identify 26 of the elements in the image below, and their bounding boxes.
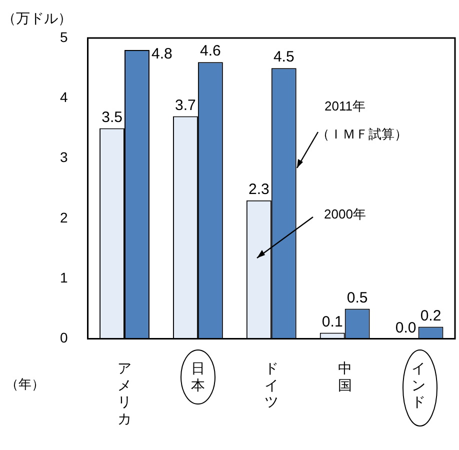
y-tick-label: 5 (60, 28, 68, 45)
text: （年） (6, 376, 44, 392)
annotation: （ＩＭＦ試算） (316, 126, 408, 142)
x-tick-label: インド (411, 360, 426, 410)
data-label: 0.2 (420, 307, 442, 324)
y-tick-label: 4 (60, 89, 68, 106)
x-tick-label: 日本 (190, 360, 205, 393)
x-tick-label: ドイツ (264, 360, 278, 410)
data-label: 4.5 (273, 48, 294, 66)
data-label: 2.3 (248, 181, 270, 198)
y-axis-title: （万ドル） (2, 10, 72, 26)
y-tick-label: 1 (60, 270, 68, 286)
y-tick-label: 3 (60, 149, 68, 166)
data-label: 0.1 (322, 313, 343, 330)
annotation: 2011年 (324, 98, 366, 114)
x-tick-label: 中国 (338, 360, 352, 393)
x-tick-label: アメリカ (118, 360, 132, 426)
annotation: 2000年 (324, 206, 366, 222)
data-label: 0.5 (346, 289, 368, 306)
data-label: 4.8 (151, 46, 172, 63)
data-label: 3.7 (175, 96, 196, 114)
data-label: 0.0 (395, 319, 416, 336)
y-tick-label: 2 (60, 209, 68, 226)
data-label: 3.5 (102, 108, 122, 126)
y-tick-label: 0 (60, 330, 68, 346)
data-label: 4.6 (200, 42, 221, 60)
